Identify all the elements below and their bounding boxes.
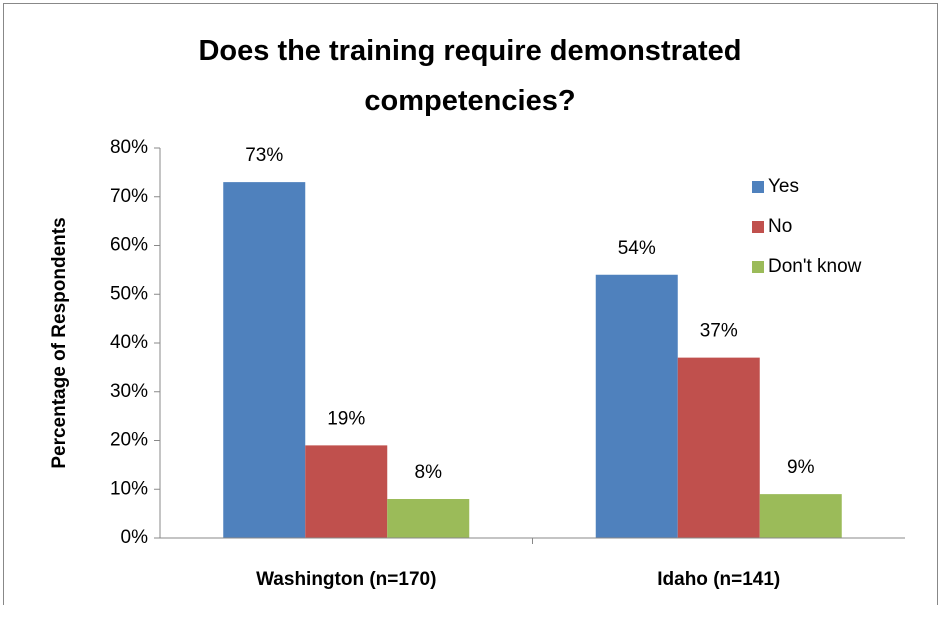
data-label: 19% xyxy=(327,408,365,429)
legend-label: Yes xyxy=(768,176,799,197)
bar xyxy=(759,494,842,538)
legend-swatch xyxy=(752,261,764,273)
y-tick-label: 20% xyxy=(110,430,148,451)
y-tick-label: 30% xyxy=(110,381,148,402)
chart-title: Does the training require demonstrated c… xyxy=(198,35,742,117)
data-label: 37% xyxy=(700,321,738,342)
legend-swatch xyxy=(752,221,764,233)
legend-swatch xyxy=(752,181,764,193)
y-tick-label: 60% xyxy=(110,235,148,256)
data-label: 73% xyxy=(245,145,283,166)
y-tick-label: 50% xyxy=(110,283,148,304)
y-axis-label: Percentage of Respondents xyxy=(49,217,70,468)
y-tick-label: 70% xyxy=(110,186,148,207)
bar xyxy=(595,274,678,538)
y-tick-label: 0% xyxy=(121,527,149,548)
bar xyxy=(677,357,760,538)
x-tick-label: Idaho (n=141) xyxy=(657,569,780,590)
x-tick-label: Washington (n=170) xyxy=(256,569,436,590)
bar xyxy=(223,182,306,538)
legend-label: No xyxy=(768,216,792,237)
data-label: 9% xyxy=(787,457,815,478)
y-tick-label: 80% xyxy=(110,137,148,158)
data-label: 54% xyxy=(618,238,656,259)
y-tick-label: 10% xyxy=(110,478,148,499)
bar xyxy=(305,445,388,538)
legend-label: Don't know xyxy=(768,256,862,277)
chart-border xyxy=(3,3,938,605)
bar xyxy=(387,499,470,538)
data-label: 8% xyxy=(415,462,443,483)
y-tick-label: 40% xyxy=(110,332,148,353)
